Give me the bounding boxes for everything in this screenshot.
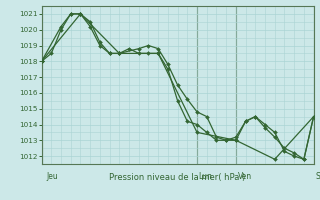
Text: Jeu: Jeu [46,172,58,181]
Text: Lun: Lun [199,172,212,181]
Text: Ven: Ven [237,172,252,181]
Text: Sam: Sam [315,172,320,181]
X-axis label: Pression niveau de la mer( hPa ): Pression niveau de la mer( hPa ) [109,173,246,182]
